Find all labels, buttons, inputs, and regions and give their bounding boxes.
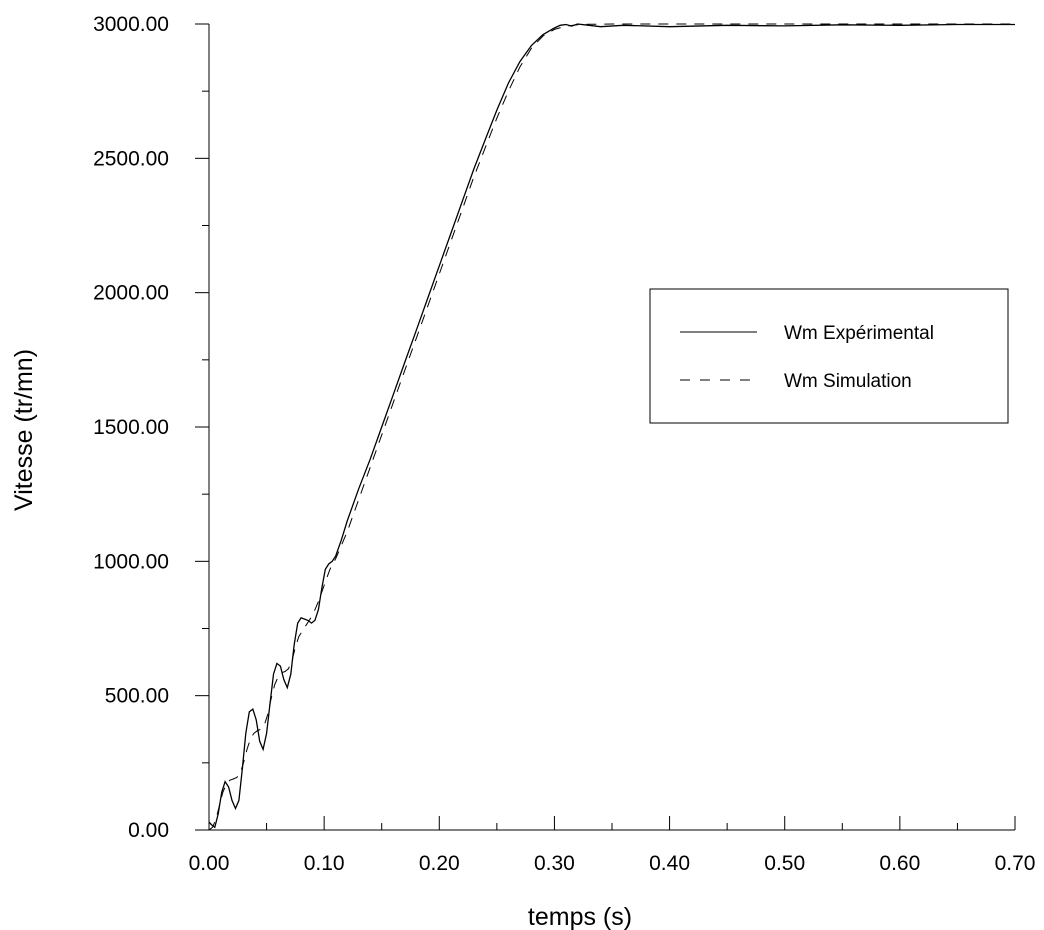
y-ticks: 0.00 500.00 1000.00 1500.00 2000.00 2500.00 30… [93,13,209,842]
x-tick-label: 0.00 [189,852,230,875]
x-tick-label: 0.40 [649,852,690,875]
x-axis-title: temps (s) [528,903,632,930]
y-tick-label: 3000.00 [93,13,169,36]
plot-area: 0.00 500.00 1000.00 1500.00 2000.00 2500.00 30… [93,13,1035,875]
y-tick-label: 2500.00 [93,147,169,170]
y-tick-label: 2000.00 [93,282,169,305]
x-tick-label: 0.10 [304,852,345,875]
legend-box [649,288,1009,424]
series-line-experimental [208,23,1015,829]
y-axis-title: Vitesse (tr/mn) [10,349,38,511]
legend: Wm Expérimental Wm Simulation [649,288,1009,424]
series-group [208,23,1015,831]
x-tick-label: 0.60 [879,852,920,875]
legend-label-simulation: Wm Simulation [784,371,912,392]
x-tick-label: 0.70 [995,852,1036,875]
y-tick-label: 500.00 [105,685,169,708]
x-tick-label: 0.30 [534,852,575,875]
x-tick-label: 0.50 [764,852,805,875]
y-tick-label: 0.00 [128,819,169,842]
legend-label-experimental: Wm Expérimental [784,323,934,344]
y-tick-label: 1000.00 [93,550,169,573]
x-ticks: 0.00 0.10 0.20 0.30 0.40 0.50 0.60 0.70 [189,816,1036,875]
y-tick-label: 1500.00 [93,416,169,439]
x-tick-label: 0.20 [419,852,460,875]
series-line-simulation [208,23,1015,831]
